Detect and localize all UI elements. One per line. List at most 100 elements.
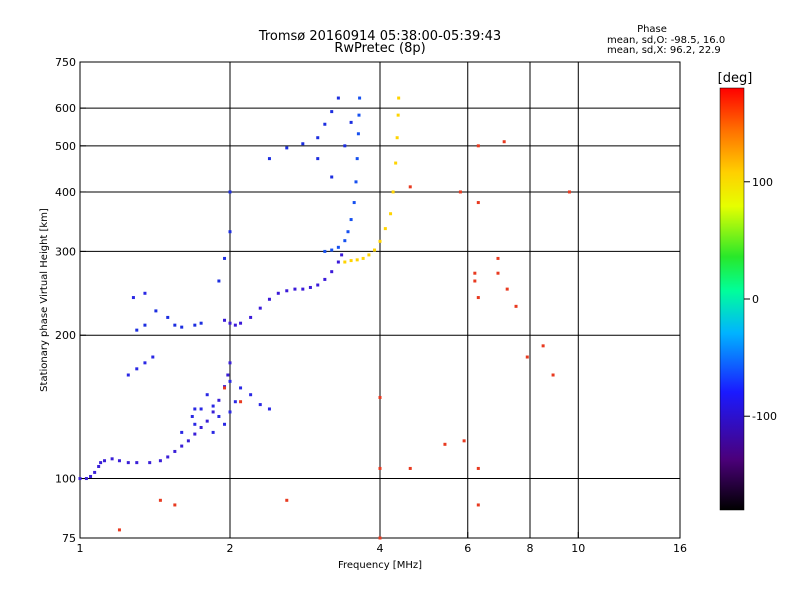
data-point xyxy=(505,287,509,291)
colorbar-ticks: 100 0 -100 xyxy=(744,176,777,423)
colorbar-label: [deg] xyxy=(718,71,753,86)
data-point xyxy=(336,96,340,100)
data-point xyxy=(180,430,184,434)
x-tick-label: 2 xyxy=(227,542,234,555)
data-point xyxy=(267,297,271,301)
data-point xyxy=(217,414,221,418)
data-point xyxy=(443,442,447,446)
data-point xyxy=(383,227,387,231)
data-point xyxy=(301,142,305,146)
data-point xyxy=(228,361,232,365)
data-point xyxy=(293,287,297,291)
data-points xyxy=(78,96,571,540)
data-point xyxy=(567,190,571,194)
data-point xyxy=(330,175,334,179)
data-point xyxy=(462,439,466,443)
data-point xyxy=(135,367,139,371)
data-point xyxy=(166,455,170,459)
data-point xyxy=(217,398,221,402)
data-point xyxy=(239,400,243,404)
data-point xyxy=(343,239,347,243)
data-point xyxy=(117,528,121,532)
stats-line-o: mean, sd,O: -98.5, 16.0 xyxy=(607,35,725,46)
x-axis-label: Frequency [MHz] xyxy=(338,560,422,571)
data-point xyxy=(233,400,237,404)
data-point xyxy=(476,144,480,148)
y-tick-label: 500 xyxy=(55,140,76,153)
data-point xyxy=(358,96,362,100)
data-point xyxy=(391,190,395,194)
data-point xyxy=(110,457,114,461)
data-point xyxy=(323,249,327,253)
data-point xyxy=(378,395,382,399)
data-point xyxy=(496,271,500,275)
data-point xyxy=(285,289,289,293)
data-point xyxy=(389,212,393,216)
data-point xyxy=(476,503,480,507)
data-point xyxy=(541,344,545,348)
data-point xyxy=(476,296,480,300)
data-point xyxy=(394,161,398,165)
data-point xyxy=(151,355,155,359)
x-tick-label: 16 xyxy=(673,542,687,555)
data-point xyxy=(143,323,147,327)
y-axis-label: Stationary phase Virtual Height [km] xyxy=(39,208,50,392)
data-point xyxy=(258,306,262,310)
data-point xyxy=(180,325,184,329)
y-tick-label: 300 xyxy=(55,245,76,258)
data-point xyxy=(285,146,289,150)
data-point xyxy=(126,461,130,465)
colorbar-tick-label: 0 xyxy=(752,293,759,306)
data-point xyxy=(186,439,190,443)
data-point xyxy=(330,270,334,274)
data-point xyxy=(193,323,197,327)
data-point xyxy=(357,113,361,117)
data-point xyxy=(78,477,82,481)
data-point xyxy=(525,355,529,359)
x-tick-label: 1 xyxy=(77,542,84,555)
data-point xyxy=(211,404,215,408)
data-point xyxy=(97,464,101,468)
data-point xyxy=(233,323,237,327)
data-point xyxy=(143,361,147,365)
data-point xyxy=(502,140,506,144)
data-point xyxy=(458,190,462,194)
y-tick-label: 400 xyxy=(55,186,76,199)
data-point xyxy=(143,291,147,295)
data-point xyxy=(514,304,518,308)
data-point xyxy=(99,461,103,465)
data-point xyxy=(228,379,232,383)
data-point xyxy=(135,461,139,465)
data-point xyxy=(356,132,360,136)
data-point xyxy=(180,444,184,448)
data-point xyxy=(473,271,477,275)
data-point xyxy=(193,407,197,411)
data-point xyxy=(323,277,327,281)
data-point xyxy=(473,279,477,283)
data-point xyxy=(223,256,227,260)
data-point xyxy=(378,239,382,243)
data-point xyxy=(267,407,271,411)
data-point xyxy=(397,96,401,100)
data-point xyxy=(395,136,399,140)
data-point xyxy=(355,258,359,262)
data-point xyxy=(330,248,334,252)
data-point xyxy=(336,245,340,249)
y-tick-label: 750 xyxy=(55,56,76,69)
data-point xyxy=(131,296,135,300)
data-point xyxy=(239,386,243,390)
data-point xyxy=(193,422,197,426)
data-point xyxy=(316,157,320,161)
data-point xyxy=(352,201,356,205)
data-point xyxy=(340,253,344,257)
data-point xyxy=(199,407,203,411)
data-point xyxy=(330,110,334,114)
data-point xyxy=(301,287,305,291)
data-point xyxy=(199,321,203,325)
data-point xyxy=(355,157,359,161)
data-point xyxy=(158,498,162,502)
data-point xyxy=(336,260,340,264)
data-point xyxy=(308,285,312,289)
data-point xyxy=(239,321,243,325)
data-point xyxy=(166,315,170,319)
